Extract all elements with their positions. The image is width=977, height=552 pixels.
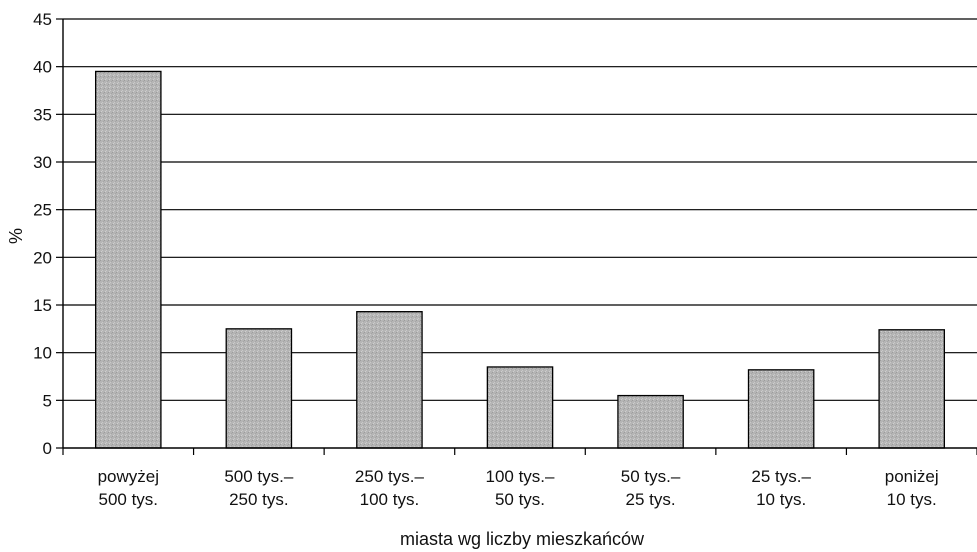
- axes: [56, 18, 977, 455]
- x-category-labels: powyżej 500 tys. 500 tys.– 250 tys. 250 tys.…: [98, 467, 939, 509]
- y-axis-label: %: [6, 228, 26, 244]
- bars: [94, 70, 946, 449]
- y-tick-label: 40: [33, 58, 52, 77]
- bar: [878, 329, 946, 449]
- x-category-label-line1: poniżej: [885, 467, 939, 486]
- y-tick-label: 45: [33, 10, 52, 29]
- bar: [356, 311, 423, 449]
- bar: [225, 328, 293, 449]
- gridlines: [63, 18, 977, 401]
- x-category-label-line1: powyżej: [98, 467, 159, 486]
- x-category-label-line2: 500 tys.: [99, 490, 159, 509]
- bar: [486, 366, 554, 449]
- x-axis-label: miasta wg liczby mieszkańców: [400, 529, 645, 549]
- x-category-label-line1: 500 tys.–: [224, 467, 294, 486]
- x-category-label-line1: 100 tys.–: [486, 467, 556, 486]
- x-category-label-line2: 250 tys.: [229, 490, 289, 509]
- x-category-label-line2: 10 tys.: [887, 490, 937, 509]
- y-tick-label: 20: [33, 248, 52, 267]
- x-category-label-line2: 50 tys.: [495, 490, 545, 509]
- y-tick-label: 15: [33, 296, 52, 315]
- bar: [747, 369, 815, 449]
- bar: [94, 70, 162, 449]
- y-tick-label: 25: [33, 201, 52, 220]
- y-tick-label: 10: [33, 344, 52, 363]
- x-category-label-line2: 10 tys.: [756, 490, 806, 509]
- y-tick-labels: 0 5 10 15 20 25 30 35 40 45: [33, 10, 52, 458]
- x-category-label-line1: 50 tys.–: [621, 467, 681, 486]
- bar: [617, 394, 684, 449]
- y-tick-label: 0: [43, 439, 52, 458]
- x-category-label-line2: 100 tys.: [360, 490, 420, 509]
- y-tick-label: 30: [33, 153, 52, 172]
- y-tick-label: 5: [43, 391, 52, 410]
- x-category-label-line2: 25 tys.: [626, 490, 676, 509]
- y-tick-label: 35: [33, 105, 52, 124]
- x-category-label-line1: 25 tys.–: [751, 467, 811, 486]
- x-category-label-line1: 250 tys.–: [355, 467, 425, 486]
